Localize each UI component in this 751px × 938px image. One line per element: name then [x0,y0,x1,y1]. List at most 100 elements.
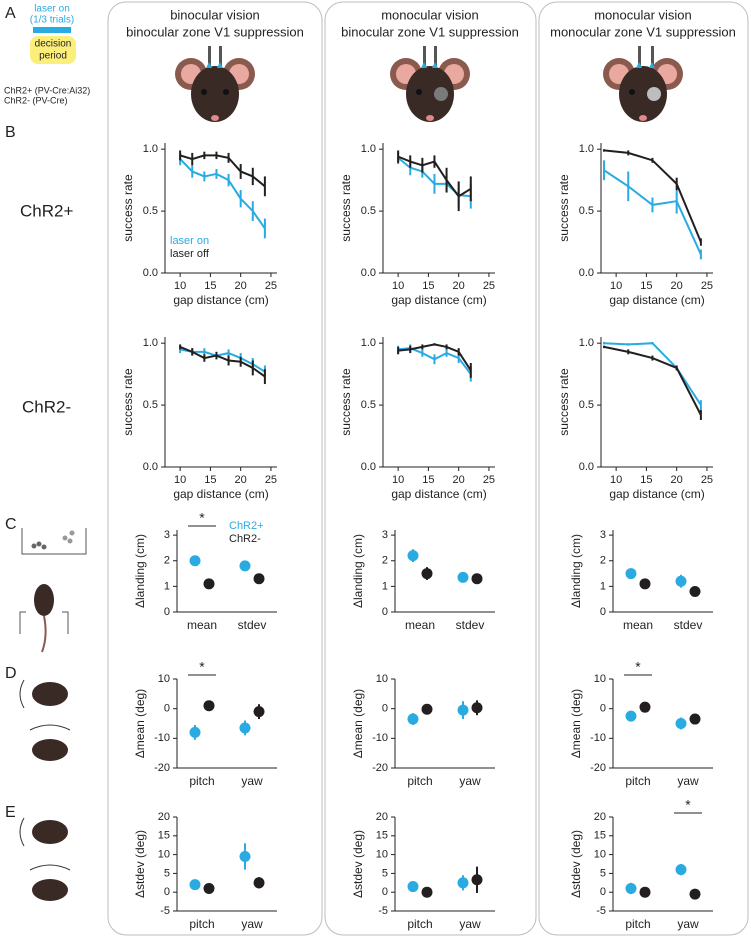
mean-dot [239,560,251,572]
y-axis-label: Δstdev (deg) [351,830,365,898]
mean-dot [189,726,201,738]
x-axis-label: gap distance (cm) [391,487,486,501]
y-tick-label: 1.0 [143,337,158,349]
significance-label: * [635,659,641,675]
y-tick-label: 20 [158,811,170,823]
mean-dot [457,704,469,716]
x-tick-label: pitch [189,774,214,788]
y-tick-label: 0 [382,886,388,898]
legend-text: laser on [34,4,70,15]
x-tick-label: 20 [235,280,247,292]
panel-label: B [5,124,16,141]
mean-dot [189,555,201,567]
mean-dot [675,575,687,587]
x-axis-label: gap distance (cm) [609,487,704,501]
x-tick-label: yaw [459,917,481,931]
significance-label: * [199,510,205,526]
y-tick-label: 5 [164,867,170,879]
y-tick-label: 1.0 [361,337,376,349]
y-tick-label: 0.5 [579,205,594,217]
y-tick-label: 3 [600,529,606,541]
x-axis-label: gap distance (cm) [391,293,486,307]
x-tick-label: yaw [459,774,481,788]
x-tick-label: 25 [265,474,277,486]
row-label: ChR2+ [20,201,73,220]
x-tick-label: 25 [483,474,495,486]
y-tick-label: 0.5 [361,399,376,411]
y-axis-label: Δmean (deg) [569,689,583,758]
y-tick-label: 0.5 [579,399,594,411]
y-tick-label: 0.5 [361,205,376,217]
y-tick-label: 0 [164,886,170,898]
mean-line [179,154,266,188]
x-tick-label: yaw [241,774,263,788]
panel-label: E [5,804,16,821]
y-tick-label: 2 [164,555,170,567]
y-tick-label: 3 [382,529,388,541]
mean-dot [421,703,433,715]
y-tick-label: 20 [376,811,388,823]
y-axis-label: success rate [557,368,571,436]
y-axis-label: Δmean (deg) [351,689,365,758]
x-axis-label: gap distance (cm) [173,293,268,307]
y-tick-label: 0 [382,606,388,618]
y-axis-label: success rate [121,174,135,242]
y-tick-label: 0.0 [579,267,594,279]
y-tick-label: 0 [600,606,606,618]
mean-line [603,169,702,255]
x-tick-label: pitch [407,917,432,931]
mean-line [603,342,702,406]
y-tick-label: -10 [372,732,388,744]
y-tick-label: 10 [158,849,170,861]
x-tick-label: 15 [640,474,652,486]
y-tick-label: -5 [596,905,606,917]
y-tick-label: 20 [594,811,606,823]
legend-text: ChR2+ (PV-Cre:Ai32) [4,85,90,95]
mean-dot [203,882,215,894]
x-tick-label: pitch [189,917,214,931]
y-tick-label: 2 [382,555,388,567]
mean-dot [203,700,215,712]
y-tick-label: 10 [376,849,388,861]
x-tick-label: 15 [204,474,216,486]
mean-dot [253,877,265,889]
y-tick-label: 5 [382,867,388,879]
column-title: monocular zone V1 suppression [550,24,736,39]
mean-dot [457,571,469,583]
mean-dot [471,702,483,714]
legend-label: ChR2- [229,533,261,545]
y-tick-label: 0 [164,703,170,715]
y-tick-label: 10 [376,673,388,685]
y-tick-label: -20 [372,762,388,774]
y-tick-label: 1 [600,580,606,592]
mean-dot [675,864,687,876]
x-tick-label: pitch [625,774,650,788]
x-tick-label: 10 [174,474,186,486]
x-tick-label: 10 [392,474,404,486]
mean-dot [457,877,469,889]
x-tick-label: mean [187,618,217,632]
y-tick-label: 2 [600,555,606,567]
y-tick-label: 1.0 [143,143,158,155]
significance-label: * [199,659,205,675]
x-tick-label: 25 [701,280,713,292]
x-tick-label: 25 [265,280,277,292]
y-tick-label: 0.5 [143,399,158,411]
mean-dot [471,874,483,886]
mean-dot [421,886,433,898]
x-tick-label: mean [623,618,653,632]
x-tick-label: 10 [610,280,622,292]
mean-dot [407,713,419,725]
panel-label: D [5,665,17,682]
column-title: binocular zone V1 suppression [341,24,519,39]
y-axis-label: Δlanding (cm) [133,534,147,608]
y-tick-label: 0.0 [579,461,594,473]
y-tick-label: 0 [164,606,170,618]
column-panel [324,1,537,936]
x-tick-label: yaw [677,774,699,788]
y-axis-label: Δlanding (cm) [351,534,365,608]
x-tick-label: pitch [625,917,650,931]
x-axis-label: gap distance (cm) [173,487,268,501]
y-axis-label: Δstdev (deg) [569,830,583,898]
